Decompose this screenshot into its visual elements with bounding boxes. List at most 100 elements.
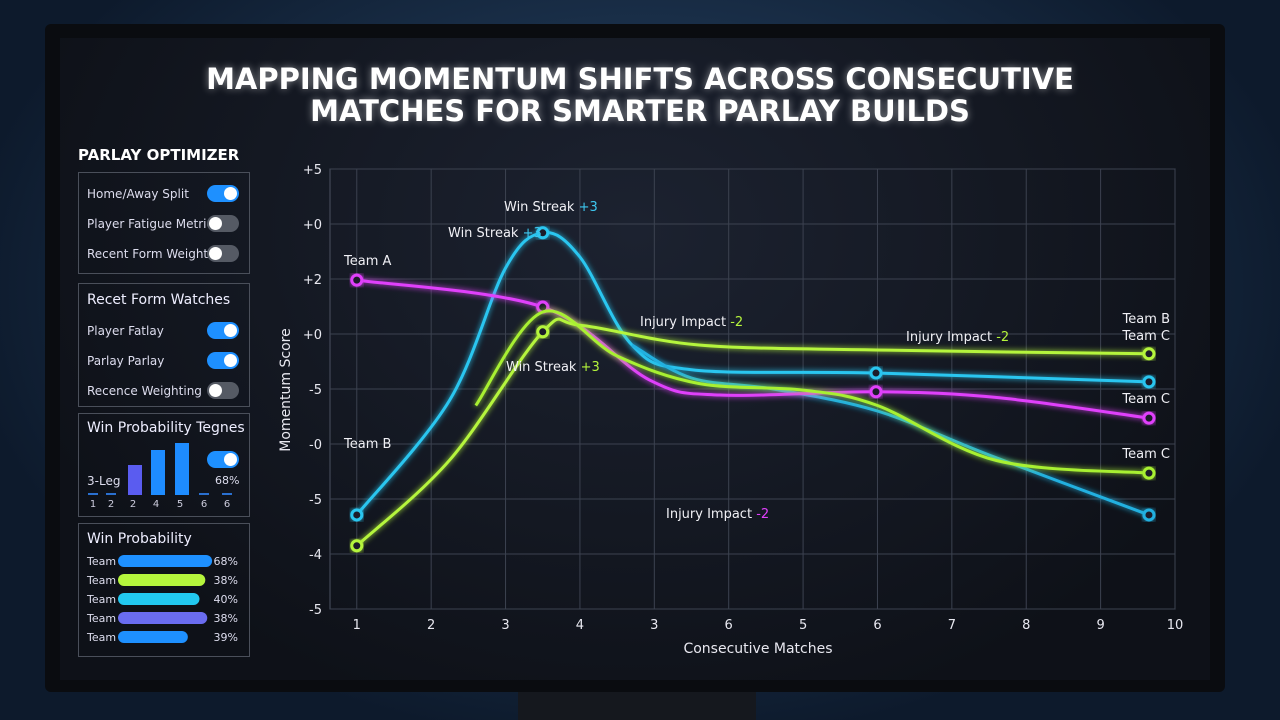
x-tick-label: 9 <box>1096 618 1104 633</box>
series-marker <box>869 366 883 380</box>
prob-bar <box>118 612 208 624</box>
mini-bar <box>151 450 165 495</box>
toggle-label: Parlay Parlay <box>87 354 165 368</box>
series-line <box>356 278 1150 420</box>
toggle-label: Player Fatlay <box>87 324 164 338</box>
annotation: Injury Impact -2 <box>666 507 769 522</box>
row-label: Team <box>86 555 116 568</box>
row-percent: 38% <box>214 612 238 625</box>
mini-bar-label: 6 <box>224 499 230 510</box>
row-percent: 39% <box>214 631 238 644</box>
row-label: Team <box>86 574 116 587</box>
series-marker <box>1142 508 1156 522</box>
annotation: Injury Impact -2 <box>906 330 1009 345</box>
series-marker <box>1142 411 1156 425</box>
x-tick-label: 3 <box>650 618 658 633</box>
mini-bar <box>88 493 98 495</box>
x-tick-label: 4 <box>576 618 584 633</box>
row-label: Team <box>86 593 116 606</box>
panel-heading: Win Probability <box>87 531 192 547</box>
annotation: Injury Impact -2 <box>640 315 743 330</box>
mini-bar-label: 1 <box>90 499 96 510</box>
row-label: Team <box>86 631 116 644</box>
row-percent: 40% <box>214 593 238 606</box>
series-marker <box>1142 466 1156 480</box>
team-label: Team C <box>1121 447 1170 462</box>
y-tick-label: -5 <box>309 493 322 508</box>
team-label: Team C <box>1121 392 1170 407</box>
panel <box>78 413 250 517</box>
mini-bar-label: 4 <box>153 499 159 510</box>
toggle[interactable] <box>207 215 239 232</box>
title-line: MATCHES FOR SMARTER PARLAY BUILDS <box>310 94 970 128</box>
screen <box>60 38 1210 680</box>
x-tick-label: 1 <box>353 618 361 633</box>
annotation-delta: -2 <box>756 507 769 522</box>
x-tick-label: 6 <box>725 618 733 633</box>
annotation-text: Injury Impact <box>906 330 992 345</box>
toggle-label: Home/Away Split <box>87 187 189 201</box>
y-tick-label: +5 <box>303 163 322 178</box>
mini-bar <box>199 493 209 495</box>
series-line <box>355 231 1150 516</box>
y-tick-label: +0 <box>303 218 322 233</box>
x-tick-label: 2 <box>427 618 435 633</box>
y-tick-label: -5 <box>309 603 322 618</box>
series-marker <box>536 226 550 240</box>
mini-bar-label: 2 <box>130 499 136 510</box>
series-marker <box>1142 375 1156 389</box>
row-percent: 38% <box>214 574 238 587</box>
series-marker <box>350 273 364 287</box>
mini-bar-label: 5 <box>177 499 183 510</box>
annotation-text: Injury Impact <box>640 315 726 330</box>
annotation: Win Streak +3 <box>506 360 600 375</box>
toggle[interactable] <box>207 322 239 339</box>
series-line <box>474 309 1150 475</box>
toggle[interactable] <box>207 352 239 369</box>
prob-bar <box>118 593 200 605</box>
prob-bar <box>118 574 206 586</box>
series-marker <box>1142 347 1156 361</box>
y-axis-label: Momentum Score <box>278 328 294 451</box>
y-tick-label: +2 <box>303 273 322 288</box>
title-line: MAPPING MOMENTUM SHIFTS ACROSS CONSECUTI… <box>206 62 1074 96</box>
series-marker <box>350 539 364 553</box>
percent: 68% <box>215 474 240 487</box>
toggle[interactable] <box>207 451 239 468</box>
panel <box>78 283 250 407</box>
annotation-text: Win Streak <box>506 360 577 375</box>
toggle[interactable] <box>207 245 239 262</box>
annotation-delta: +3 <box>579 200 598 215</box>
panel <box>78 172 250 274</box>
series-line <box>631 343 1150 517</box>
y-tick-label: -4 <box>309 548 322 563</box>
annotation: Win Streak +3 <box>448 226 542 241</box>
mini-bar <box>106 493 116 495</box>
series-marker <box>350 508 364 522</box>
annotation-delta: +3 <box>523 226 542 241</box>
toggle[interactable] <box>207 382 239 399</box>
annotation-delta: -2 <box>730 315 743 330</box>
mini-bar <box>128 465 142 495</box>
toggle-label: Recent Form Weighting <box>87 247 227 261</box>
team-label: Team A <box>343 254 391 269</box>
annotation-text: Win Streak <box>504 200 575 215</box>
series-line <box>355 317 1149 547</box>
annotation-text: Win Streak <box>448 226 519 241</box>
mini-bar-label: 6 <box>201 499 207 510</box>
toggle[interactable] <box>207 185 239 202</box>
sidebar-title: PARLAY OPTIMIZER <box>78 146 240 164</box>
annotation-delta: +3 <box>581 360 600 375</box>
x-tick-label: 5 <box>799 618 807 633</box>
mini-bar <box>175 443 189 495</box>
mini-bar <box>222 493 232 495</box>
toggle-label: Player Fatigue Metrics <box>87 217 220 231</box>
x-tick-label: 7 <box>948 618 956 633</box>
toggle-label: Recence Weighting <box>87 384 202 398</box>
annotation: Win Streak +3 <box>504 200 598 215</box>
leg-label: 3-Leg <box>87 474 121 488</box>
y-tick-label: -0 <box>309 438 322 453</box>
team-label: Team C <box>1121 329 1170 344</box>
